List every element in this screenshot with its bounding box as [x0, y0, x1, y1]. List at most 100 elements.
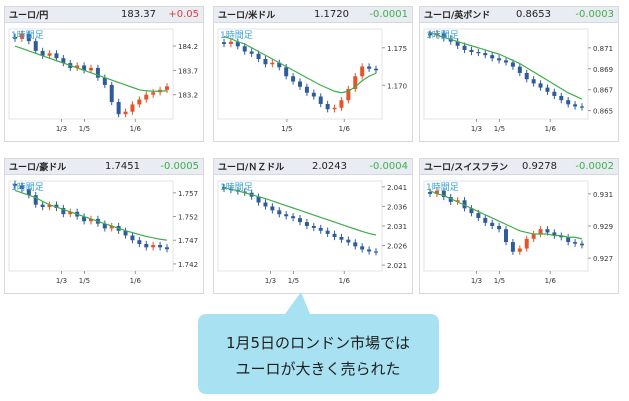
candle-body: [270, 62, 275, 65]
x-tick-label: 1/5: [79, 125, 90, 133]
callout-bubble: [198, 292, 439, 394]
candle-body: [483, 217, 488, 223]
current-price: 1.7451: [105, 161, 140, 172]
y-tick-label: 183.2: [178, 92, 198, 100]
chart-panel-eurusd: ユーロ/米ドル 1.1720 -0.0001 1.175 1.170 1/5 1/6 1…: [213, 6, 413, 142]
timeframe-label: 1時間足: [220, 182, 253, 193]
candle-body: [339, 236, 344, 240]
candle-body: [448, 197, 453, 202]
candle-body: [277, 210, 282, 215]
candle-body: [559, 95, 564, 101]
pair-name[interactable]: ユーロ/米ドル: [218, 11, 276, 21]
x-tick-label: 1/5: [494, 125, 505, 133]
candle-body: [360, 246, 365, 250]
y-tick-label: 1.757: [178, 190, 198, 198]
candle-body: [552, 91, 557, 96]
pair-name[interactable]: ユーロ/ＮＺドル: [218, 163, 285, 173]
moving-average-line: [223, 187, 377, 236]
candle-body: [545, 87, 550, 92]
x-tick-label: 1/3: [56, 277, 67, 285]
candle-body: [144, 244, 149, 248]
candle-body: [13, 36, 17, 39]
timeframe-label: 1時間足: [11, 30, 44, 41]
candle-body: [61, 58, 66, 64]
y-tick-label: 1.742: [178, 261, 198, 269]
x-tick-label: 1/6: [545, 125, 557, 133]
y-tick-label: 0.927: [593, 255, 613, 263]
timeframe-label: 1時間足: [11, 182, 44, 193]
candle-body: [26, 33, 31, 42]
candle-body: [374, 251, 378, 253]
y-tick-label: 2.031: [387, 223, 407, 231]
candle-body: [249, 51, 254, 54]
candle-body: [476, 52, 481, 54]
candle-body: [367, 249, 372, 252]
candle-body: [263, 59, 268, 65]
x-tick-label: 1/3: [471, 277, 482, 285]
candle-body: [263, 202, 268, 207]
candle-body: [40, 50, 45, 56]
candle-body: [256, 196, 261, 203]
candle-body: [490, 222, 495, 226]
x-tick-label: 1/5: [288, 277, 299, 285]
y-tick-label: 183.7: [178, 67, 198, 75]
candle-body: [325, 104, 330, 110]
candle-body: [123, 230, 128, 236]
x-tick-label: 1/3: [56, 125, 67, 133]
chart-panel-eurjpy: ユーロ/円 183.37 +0.05 184.2 183.7 183.2 1/3 1/5…: [4, 6, 204, 142]
candle-body: [524, 238, 529, 249]
plot-area: [423, 28, 589, 120]
chart-panel-eurnzd: ユーロ/ＮＺドル 2.0243 -0.0004 2.041 2.036 2.031 2…: [213, 158, 413, 294]
chart-panel-eurchf: ユーロ/スイスフラン 0.9278 -0.0002 0.931 0.929 0.92…: [419, 158, 619, 294]
candle-body: [109, 226, 114, 229]
candle-body: [95, 67, 100, 78]
candle-body: [469, 49, 474, 53]
current-price: 1.1720: [314, 9, 349, 20]
candle-body: [151, 244, 156, 248]
pair-name[interactable]: ユーロ/スイスフラン: [424, 163, 509, 173]
y-tick-label: 2.026: [387, 243, 408, 251]
candle-body: [367, 66, 372, 69]
candle-body: [552, 232, 557, 236]
y-tick-label: 2.036: [387, 203, 408, 211]
candle-body: [476, 213, 481, 218]
y-tick-label: 2.021: [387, 262, 407, 270]
candle-body: [89, 67, 93, 71]
chart-panel-eurgbp: ユーロ/英ポンド 0.8653 -0.0003 0.871 0.869 0.867 0…: [419, 6, 619, 142]
candlestick-chart: 1.757 1.752 1.747 1.742 1/3 1/5 1/6 1時間足: [8, 180, 198, 285]
panel-header: ユーロ/米ドル 1.1720 -0.0001: [214, 7, 412, 23]
candle-body: [137, 99, 142, 105]
candle-body: [469, 208, 474, 214]
candle-body: [455, 41, 460, 46]
x-tick-label: 1/6: [130, 277, 142, 285]
candle-body: [374, 68, 378, 71]
current-price: 2.0243: [312, 161, 347, 172]
chart-panel-euraud: ユーロ/豪ドル 1.7451 -0.0005 1.757 1.752 1.747 1.…: [4, 158, 204, 294]
y-tick-label: 1.175: [387, 45, 407, 53]
candle-body: [332, 233, 337, 237]
candle-body: [291, 76, 296, 82]
pair-name[interactable]: ユーロ/英ポンド: [424, 11, 491, 21]
candle-body: [538, 229, 543, 235]
candle-body: [353, 242, 358, 247]
current-price: 183.37: [121, 9, 156, 20]
x-tick-label: 1/5: [494, 277, 505, 285]
pair-name[interactable]: ユーロ/豪ドル: [9, 163, 67, 173]
candle-body: [517, 248, 522, 252]
candle-body: [19, 185, 24, 190]
y-tick-label: 1.752: [178, 214, 198, 222]
price-change: -0.0005: [160, 161, 199, 172]
candle-body: [462, 45, 467, 50]
x-tick-label: 1/6: [545, 277, 557, 285]
candle-body: [82, 65, 87, 71]
candle-body: [339, 100, 344, 108]
price-change: -0.0001: [369, 9, 408, 20]
candle-body: [284, 214, 289, 217]
candle-body: [277, 62, 282, 68]
candle-body: [116, 101, 121, 115]
candle-body: [510, 62, 515, 67]
candlestick-chart: 1.175 1.170 1/5 1/6 1時間足: [217, 28, 407, 133]
candle-body: [13, 183, 17, 186]
pair-name[interactable]: ユーロ/円: [9, 11, 49, 21]
candle-body: [19, 33, 24, 39]
